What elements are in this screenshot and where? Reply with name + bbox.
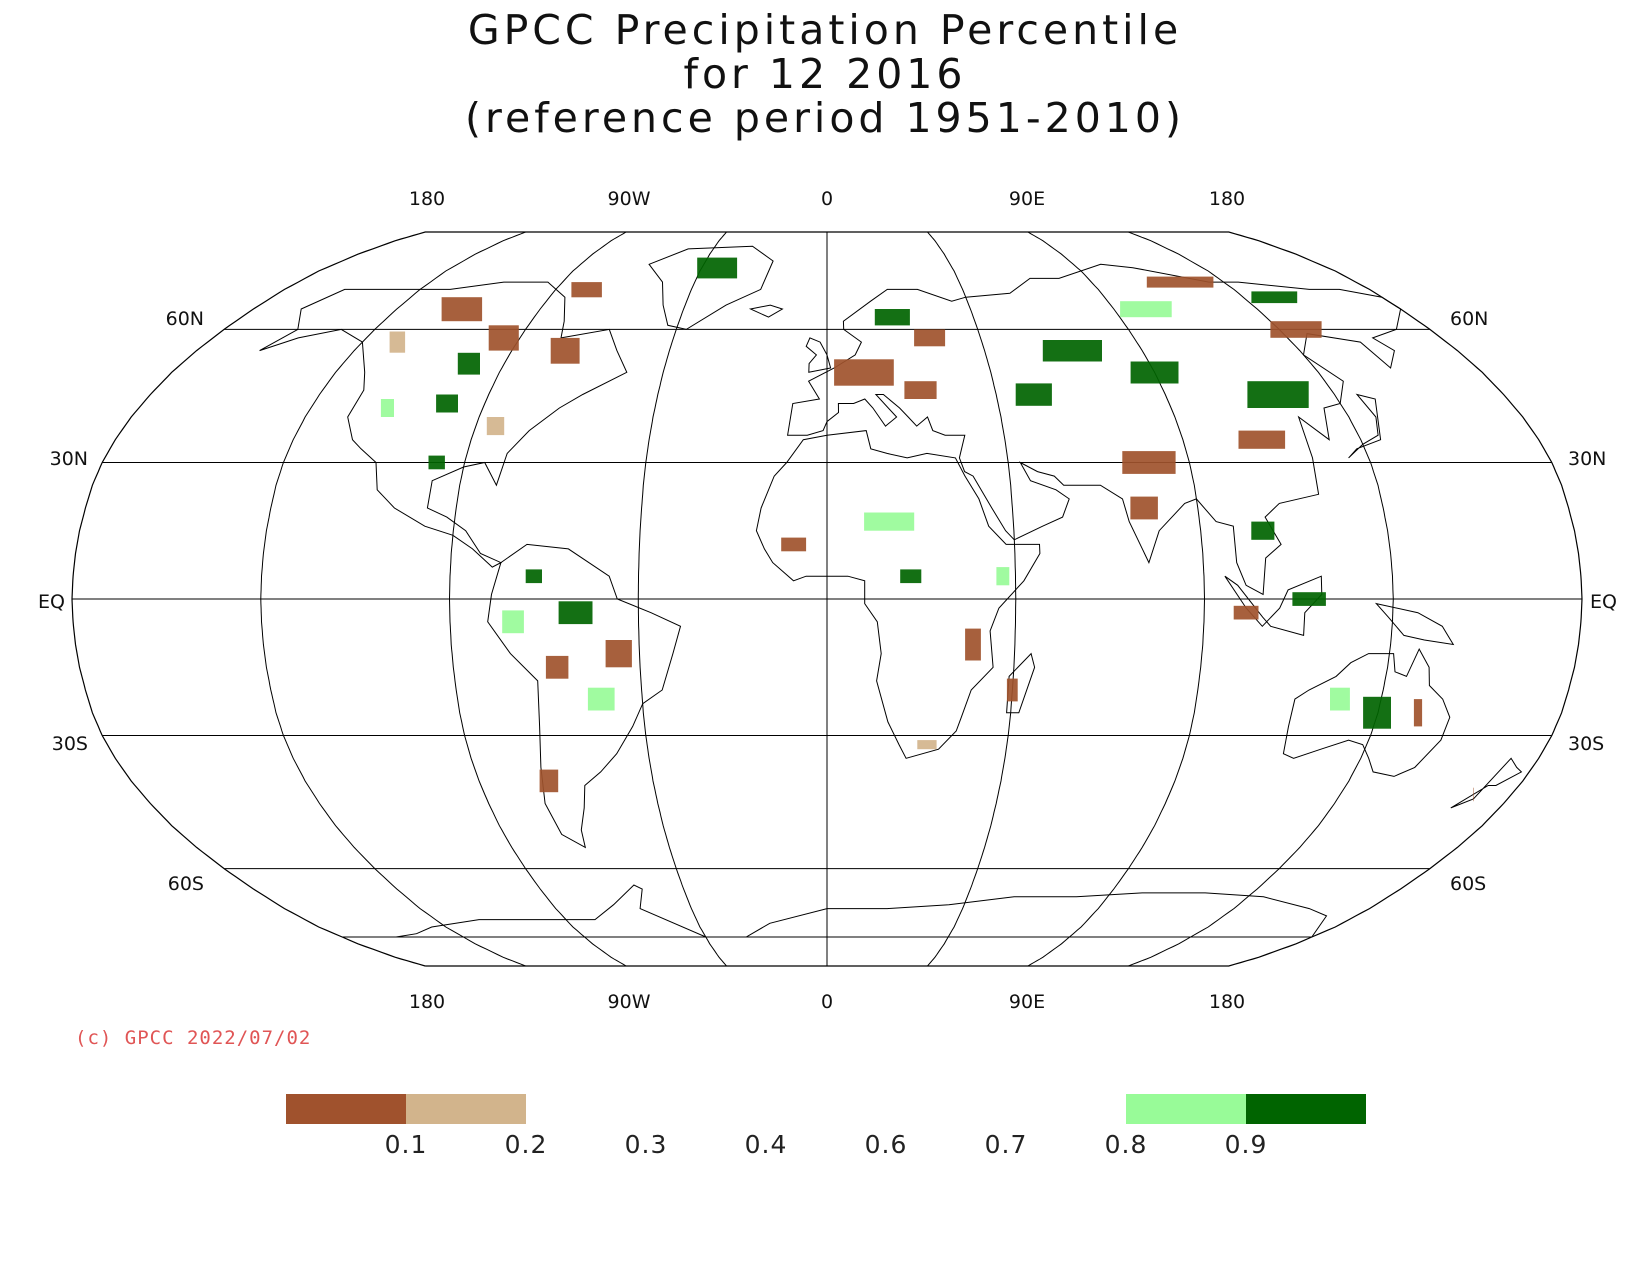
precip-cell [1330, 687, 1350, 711]
precip-cell [1251, 291, 1298, 304]
lat-label-left-60n: 60N [166, 308, 204, 330]
coastline-antarctica [342, 884, 1328, 938]
coastline-uk [805, 337, 832, 373]
lat-label-right-30s: 30S [1568, 733, 1604, 755]
coastline-south-america [487, 543, 682, 849]
precip-cell [874, 309, 910, 326]
precip-cell [1130, 496, 1158, 520]
precip-cell [917, 740, 937, 750]
lat-label-left-eq: EQ [38, 591, 65, 613]
precip-cell [457, 352, 480, 375]
precip-cell [502, 610, 524, 634]
coastline-europe-asia [787, 263, 1402, 596]
lat-label-right-eq: EQ [1590, 591, 1617, 613]
precip-cell [1120, 301, 1172, 318]
lon-label-bottom-180e: 180 [1209, 991, 1245, 1013]
precip-cell [914, 329, 946, 347]
precip-cell [781, 537, 807, 552]
precip-cell [697, 257, 738, 279]
lon-label-bottom-90w: 90W [608, 991, 651, 1013]
precip-cell [965, 628, 981, 661]
precip-cell [428, 455, 445, 470]
precip-cell [605, 640, 632, 668]
lon-label-bottom-0: 0 [821, 991, 833, 1013]
precip-cell [525, 569, 542, 584]
precip-cell [571, 282, 602, 298]
precip-cell [1473, 787, 1474, 802]
lat-label-right-60n: 60N [1450, 308, 1488, 330]
precip-cell [486, 417, 505, 436]
lon-label-bottom-180w: 180 [409, 991, 445, 1013]
precip-cell [1292, 592, 1326, 606]
lon-label-top-90w: 90W [608, 188, 651, 210]
map-title: GPCC Precipitation Percentile for 12 201… [0, 8, 1650, 140]
lon-label-top-180w: 180 [409, 188, 445, 210]
precip-cell [904, 381, 937, 399]
precip-cell [900, 569, 922, 584]
coastline-australia [1282, 647, 1451, 777]
precip-cell [436, 394, 458, 413]
coastline-new-guinea [1374, 602, 1455, 646]
lat-label-right-30n: 30N [1568, 448, 1606, 470]
precip-cell [380, 399, 394, 417]
precip-cell [389, 331, 406, 353]
coastline-japan [1348, 393, 1382, 459]
precip-cell [539, 769, 559, 793]
title-line-2: for 12 2016 [683, 50, 967, 98]
precip-cell [1363, 696, 1391, 729]
precip-cell [864, 512, 915, 531]
precip-cell [1122, 451, 1176, 474]
lon-label-bottom-90e: 90E [1009, 991, 1045, 1013]
coastline-africa [755, 430, 1041, 759]
lon-label-top-90e: 90E [1009, 188, 1045, 210]
precip-cell [587, 687, 615, 711]
precip-cell [1130, 361, 1179, 384]
precip-cell [558, 601, 593, 625]
precip-cell [441, 297, 483, 322]
precip-cell [1146, 276, 1214, 288]
precip-cell [996, 567, 1010, 586]
precip-cell [488, 325, 519, 351]
precip-cell [1015, 383, 1052, 406]
coordinate-labels: 180 90W 0 90E 180 180 90W 0 90E 180 60N … [38, 188, 1617, 1013]
graticule [71, 231, 1583, 967]
title-line-1: GPCC Precipitation Percentile [467, 6, 1183, 54]
precipitation-percentile-cells [380, 257, 1474, 802]
lat-label-left-30s: 30S [52, 733, 88, 755]
precip-cell [1247, 381, 1309, 408]
lat-label-left-60s: 60S [168, 873, 204, 895]
precip-cell [1251, 521, 1275, 540]
coastline-north-america [259, 281, 628, 568]
precip-cell [834, 359, 894, 386]
lat-label-left-30n: 30N [50, 448, 88, 470]
title-line-3: (reference period 1951-2010) [465, 94, 1185, 142]
map-outline [71, 231, 1583, 967]
lat-label-right-60s: 60S [1450, 873, 1486, 895]
precip-cell [1270, 321, 1322, 338]
lon-label-top-180e: 180 [1209, 188, 1245, 210]
precip-cell [1042, 340, 1102, 362]
precip-cell [1233, 605, 1259, 620]
precip-cell [1413, 699, 1423, 727]
land-outlines [259, 245, 1523, 938]
coastline-iceland [748, 304, 784, 318]
precip-cell [545, 655, 569, 679]
coastline-new-zealand [1450, 757, 1523, 809]
precip-cell [550, 337, 580, 364]
lon-label-top-0: 0 [821, 188, 833, 210]
precip-cell [1006, 678, 1018, 702]
coastline-greenland [648, 245, 774, 330]
copyright-notice: (c) GPCC 2022/07/02 [75, 1027, 312, 1049]
precip-cell [1238, 430, 1286, 449]
